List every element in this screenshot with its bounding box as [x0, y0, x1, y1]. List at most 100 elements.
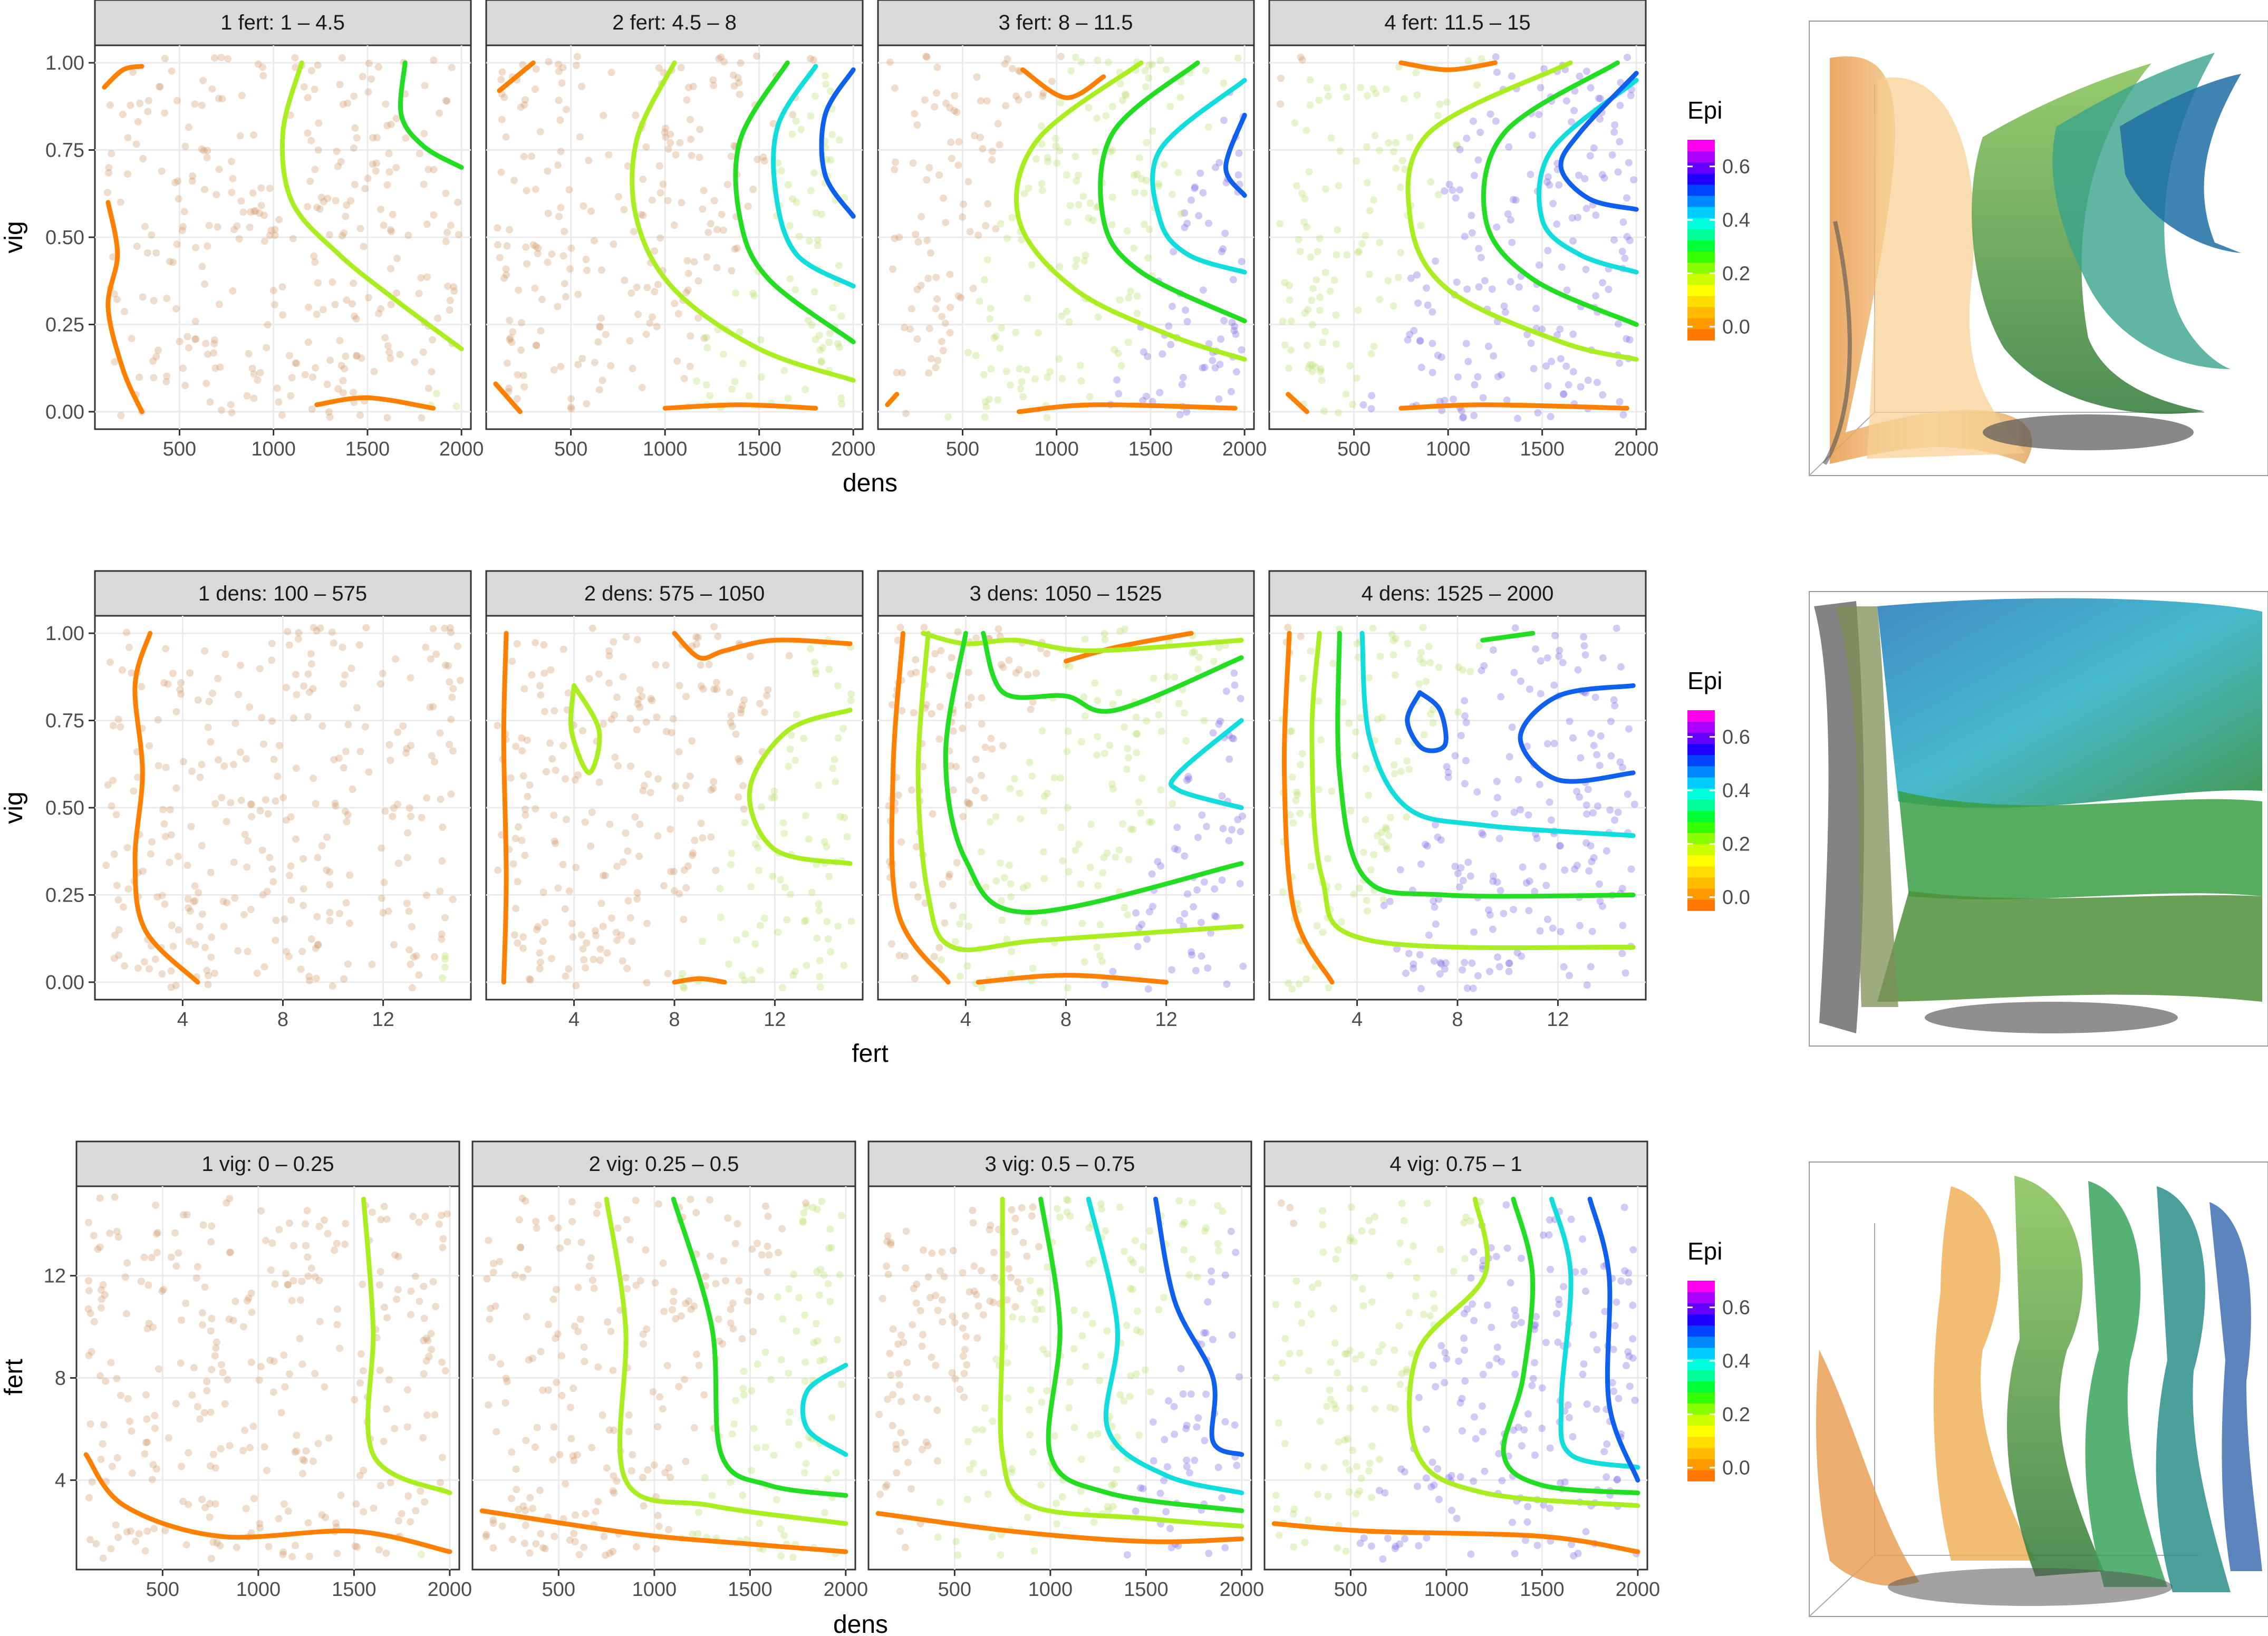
- data-point: [558, 1352, 566, 1360]
- legend-swatch: [1687, 1314, 1715, 1326]
- data-point: [305, 1553, 313, 1561]
- data-point: [1384, 1534, 1392, 1542]
- data-point: [972, 1426, 980, 1434]
- data-point: [650, 1461, 658, 1469]
- data-point: [113, 295, 121, 303]
- contour-line-0.1: [998, 1196, 1244, 1529]
- data-point: [144, 96, 152, 104]
- data-point: [1112, 853, 1119, 861]
- data-point: [1281, 1439, 1289, 1447]
- data-point: [1320, 407, 1328, 415]
- data-point: [657, 189, 664, 197]
- data-point: [389, 812, 397, 820]
- data-point: [105, 169, 113, 177]
- data-point: [1298, 56, 1306, 64]
- x-tick-label: 1000: [643, 438, 688, 460]
- data-point: [1009, 1313, 1017, 1321]
- data-point: [1196, 169, 1204, 177]
- data-point: [348, 664, 355, 672]
- data-point: [1238, 258, 1246, 266]
- data-point: [1233, 1461, 1241, 1469]
- data-point: [628, 937, 636, 945]
- data-point: [108, 802, 115, 810]
- data-point: [923, 53, 931, 61]
- data-point: [1405, 1309, 1413, 1316]
- data-point: [1008, 947, 1016, 955]
- data-point: [1512, 196, 1520, 204]
- data-point: [1349, 1447, 1357, 1455]
- data-point: [940, 194, 948, 202]
- data-point: [924, 1273, 932, 1281]
- data-point: [837, 1212, 845, 1219]
- data-point: [681, 1376, 689, 1383]
- data-point: [292, 1542, 300, 1550]
- contour-line-0.4: [1405, 690, 1449, 753]
- data-point: [1474, 156, 1482, 164]
- data-point: [1058, 375, 1066, 383]
- data-point: [1295, 980, 1303, 988]
- data-point: [651, 1279, 659, 1287]
- data-point: [308, 405, 316, 413]
- data-point: [1333, 340, 1340, 348]
- data-point: [1232, 1248, 1240, 1256]
- data-point: [325, 231, 333, 239]
- contour-line-0.4: [1223, 112, 1247, 198]
- data-point: [631, 813, 639, 821]
- data-point: [1497, 887, 1504, 895]
- data-point: [1308, 321, 1316, 328]
- data-point: [887, 1238, 895, 1246]
- data-point: [730, 142, 738, 150]
- data-point: [1181, 852, 1189, 860]
- data-point: [707, 220, 715, 228]
- data-point: [1308, 361, 1316, 369]
- data-point: [731, 245, 739, 253]
- data-point: [1518, 952, 1526, 960]
- data-point: [172, 982, 180, 990]
- data-point: [214, 223, 221, 231]
- data-point: [934, 356, 942, 364]
- data-point: [1431, 903, 1439, 911]
- data-point: [1458, 1395, 1466, 1402]
- data-point: [1362, 816, 1369, 824]
- data-point: [97, 1304, 105, 1312]
- data-point: [680, 984, 688, 992]
- data-point: [712, 679, 720, 686]
- data-point: [1591, 693, 1599, 701]
- data-point: [572, 62, 580, 70]
- data-point: [670, 867, 678, 875]
- data-point: [908, 1485, 915, 1493]
- data-point: [115, 926, 123, 934]
- data-point: [1403, 1366, 1411, 1373]
- data-point: [1437, 960, 1445, 968]
- data-point: [1484, 906, 1492, 914]
- data-point: [1601, 1308, 1609, 1315]
- data-point: [815, 907, 823, 915]
- data-point: [130, 787, 138, 795]
- data-point: [1289, 1510, 1297, 1518]
- data-point: [1065, 318, 1073, 326]
- data-point: [963, 798, 971, 806]
- data-point: [913, 843, 921, 851]
- data-point: [746, 653, 754, 661]
- data-point: [1413, 91, 1421, 99]
- data-point: [1475, 642, 1483, 650]
- data-point: [332, 1519, 340, 1527]
- data-point: [317, 193, 325, 201]
- data-point: [784, 181, 792, 189]
- data-point: [136, 100, 144, 108]
- data-point: [1398, 1370, 1406, 1378]
- data-point: [112, 811, 120, 819]
- data-point: [1560, 963, 1568, 971]
- data-point: [1007, 1274, 1015, 1282]
- data-point: [682, 1300, 690, 1308]
- data-point: [1175, 1197, 1183, 1205]
- data-point: [292, 359, 300, 367]
- data-point: [211, 364, 219, 372]
- data-point: [1017, 385, 1025, 393]
- data-point: [423, 794, 431, 802]
- data-point: [1209, 729, 1217, 737]
- data-point: [138, 683, 146, 691]
- data-point: [293, 360, 301, 367]
- data-point: [1145, 226, 1153, 234]
- legend-swatch: [1687, 251, 1715, 263]
